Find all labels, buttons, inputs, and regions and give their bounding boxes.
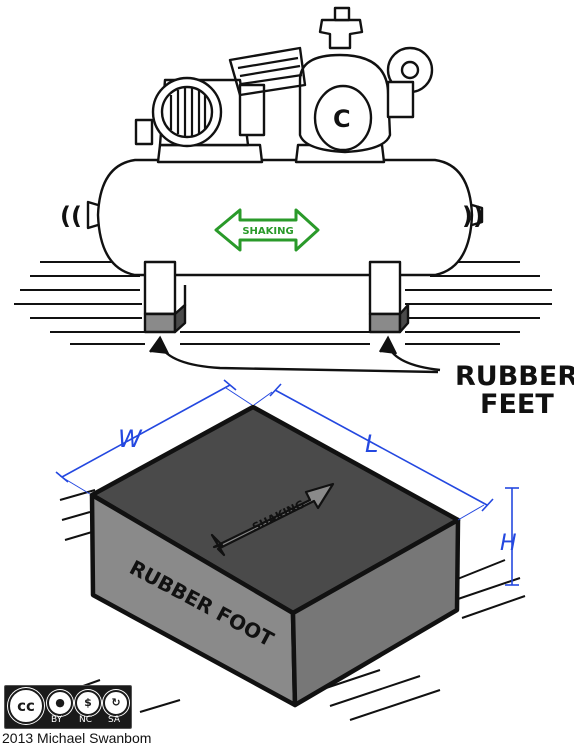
by-label: BY [51,715,63,725]
block-side-face [290,517,461,708]
vibration-left: (( [60,202,82,230]
shaking-arrow-top: SHAKING [214,208,320,252]
shaking-label-top: SHAKING [242,226,293,237]
tank [96,158,474,277]
pulley-belt [228,46,307,97]
rubber-feet-label-1: RUBBER [455,361,574,392]
rubber-foot-right [368,260,410,334]
cc-icon: cc [8,688,44,724]
floor-lines-top [14,261,552,345]
tank-left-cap [86,200,99,230]
dimension-w: W [118,425,143,453]
svg-text:C: C [333,105,351,133]
sa-label: SA [108,715,121,725]
dimension-h: H [500,531,517,556]
author-credit: 2013 Michael Swanbom [2,730,152,746]
vibration-right: )) [462,202,484,230]
tank-right-cap [471,203,484,227]
sa-icon: ↻ [103,690,129,716]
dimension-l: L [365,430,378,458]
air-compressor: (( )) C [60,6,484,277]
rubber-feet-label-2: FEET [480,389,554,420]
cc-license-badge[interactable]: cc ● $ ↻ BY NC SA [4,685,132,729]
rubber-block [89,404,461,708]
nc-label: NC [79,715,93,725]
rubber-foot-left [143,260,187,334]
dimension-lines [55,379,519,586]
motor-base [156,143,264,164]
by-icon: ● [47,690,73,716]
nc-icon: $ [75,690,101,716]
callout-arrows [149,335,441,374]
